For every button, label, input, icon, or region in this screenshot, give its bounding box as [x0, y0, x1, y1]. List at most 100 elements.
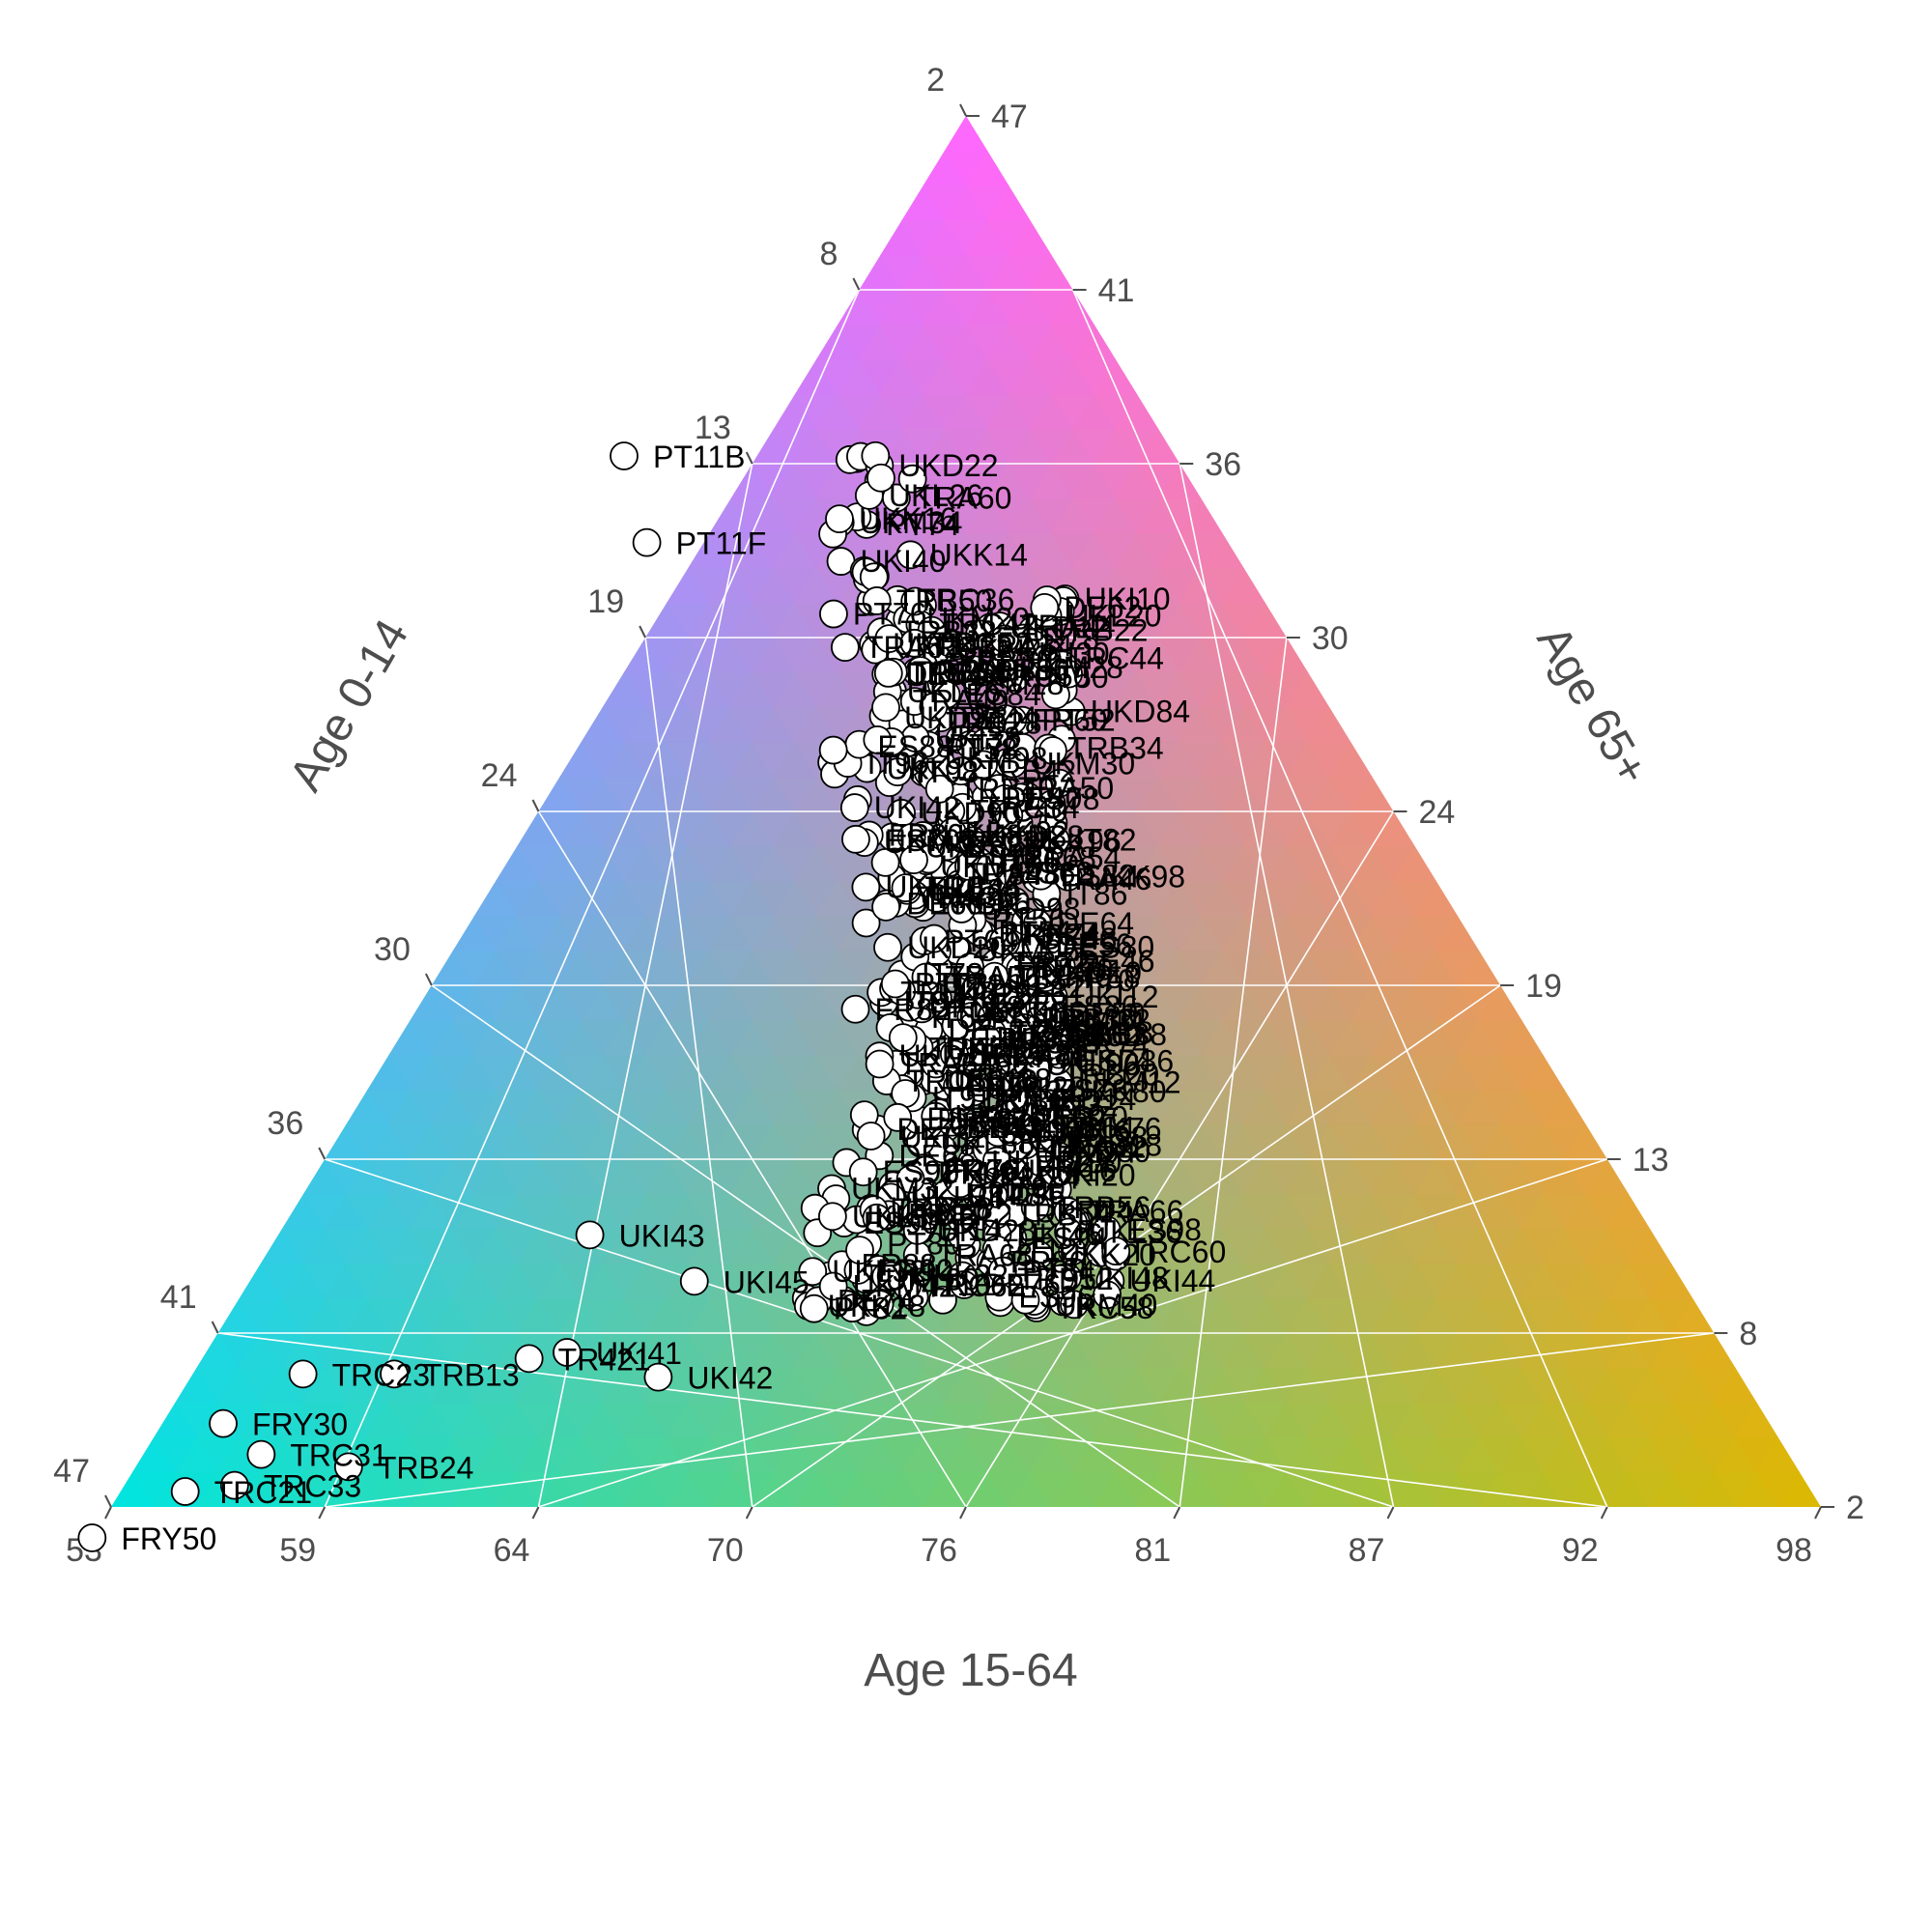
point-label: UKM94 [1034, 1134, 1137, 1169]
point-label: TRB26 [934, 886, 1031, 921]
data-point [798, 1257, 828, 1287]
data-point [976, 852, 1006, 882]
data-point [1040, 825, 1070, 855]
point-label: UKD22 [898, 448, 998, 483]
point-label: UKL90 [969, 1037, 1064, 1072]
point-label: ES86 [1063, 989, 1138, 1024]
point-label: PT50 [1035, 660, 1108, 695]
data-point [895, 1164, 925, 1194]
point-label: UKK78 [991, 1039, 1089, 1074]
point-label: TRC28 [1002, 1026, 1099, 1061]
point-label: DE38 [1010, 1034, 1088, 1068]
tick-mark [318, 1506, 327, 1520]
background-cell [1755, 1436, 1801, 1473]
data-point-labeled [246, 1439, 276, 1469]
data-point [899, 845, 928, 875]
data-point-labeled [288, 1359, 318, 1389]
point-label: TRA36 [919, 880, 1015, 915]
point-label: UKK96 [1023, 824, 1121, 859]
data-point-labeled [841, 824, 870, 854]
point-label: UKK16 [859, 501, 956, 536]
point-label: UKM96 [977, 933, 1080, 968]
data-point [1023, 909, 1052, 938]
point-label: UKD80 [1051, 1134, 1151, 1169]
point-label: PT11B [653, 440, 745, 474]
point-label: UKI42 [687, 1361, 773, 1396]
point-label: UKI16 [1014, 1113, 1100, 1148]
point-label: TRA70 [894, 1192, 990, 1227]
tick-label-right: 8 [1739, 1316, 1757, 1352]
point-label: PT84 [1022, 1254, 1095, 1289]
tick-label-right: 2 [1846, 1490, 1864, 1526]
point-label: TRB18 [1065, 1127, 1162, 1162]
data-point [1030, 592, 1060, 622]
data-point [863, 724, 893, 754]
point-label: ES66 [991, 977, 1066, 1011]
data-point [1009, 1013, 1039, 1042]
data-point [891, 873, 921, 903]
point-label: DE42 [966, 1110, 1043, 1145]
point-label: IT70 [1073, 963, 1135, 998]
data-point [924, 774, 954, 804]
tick-mark [1173, 1506, 1181, 1520]
data-point [1044, 1141, 1074, 1171]
grid-line [1071, 289, 1608, 1508]
background-cell [1713, 1367, 1758, 1404]
background-cell [1478, 984, 1522, 1021]
point-label: TRB24 [1003, 918, 1099, 952]
data-point-labeled [219, 1470, 249, 1500]
point-label: UKI42 [874, 790, 960, 825]
point-label: UKK22 [911, 1259, 1009, 1293]
point-label: TRC32 [915, 630, 1012, 665]
point-label: FRY30 [252, 1407, 348, 1442]
data-point [1054, 659, 1083, 689]
data-point [1093, 1280, 1122, 1310]
background-cell [1328, 741, 1374, 778]
tick-mark [318, 1147, 327, 1160]
data-point [1041, 680, 1070, 710]
data-point [987, 1256, 1017, 1286]
data-point [955, 952, 984, 981]
point-label: TRB50 [896, 583, 993, 618]
data-point [997, 1117, 1026, 1147]
tick-label-right: 24 [1419, 794, 1456, 831]
data-point [982, 1146, 1011, 1176]
data-point [900, 586, 930, 616]
data-point [947, 1205, 977, 1235]
point-label: FRY50 [121, 1521, 216, 1556]
tick-label-bottom: 98 [1776, 1532, 1812, 1569]
point-label: UKK74 [1004, 918, 1101, 952]
background-cell [1008, 219, 1053, 256]
data-point [897, 464, 927, 494]
point-label: UKK14 [930, 537, 1028, 572]
point-label: UKI41 [596, 1336, 682, 1371]
tick-label-left: 13 [695, 410, 731, 446]
point-label: TRC33 [264, 1469, 361, 1504]
data-point-labeled [209, 1408, 238, 1438]
data-point [851, 872, 881, 902]
tick-label-right: 41 [1098, 272, 1135, 309]
point-label: FR56 [994, 652, 1069, 687]
tick-label-right: 47 [991, 99, 1028, 135]
tick-mark [745, 1506, 753, 1520]
background-cell [965, 150, 1009, 186]
point-label: ES62 [1017, 855, 1093, 890]
point-label: FR52 [965, 1070, 1040, 1105]
tick-label-bottom: 81 [1134, 1532, 1171, 1569]
background-cell [1734, 1402, 1779, 1438]
background-cell [1200, 532, 1245, 569]
data-point [1028, 992, 1058, 1021]
data-point [888, 1023, 918, 1053]
data-point [958, 661, 987, 691]
background-cell [1606, 1193, 1651, 1230]
background-cell [1628, 1228, 1672, 1264]
tick-label-left: 41 [160, 1279, 197, 1316]
data-point [883, 757, 913, 787]
data-point [819, 599, 848, 629]
tick-label-bottom: 92 [1562, 1532, 1599, 1569]
background-cell [1649, 1263, 1693, 1299]
point-label: TRC31 [290, 1438, 387, 1473]
tick-label-left: 47 [53, 1453, 90, 1490]
data-point [876, 1261, 906, 1291]
